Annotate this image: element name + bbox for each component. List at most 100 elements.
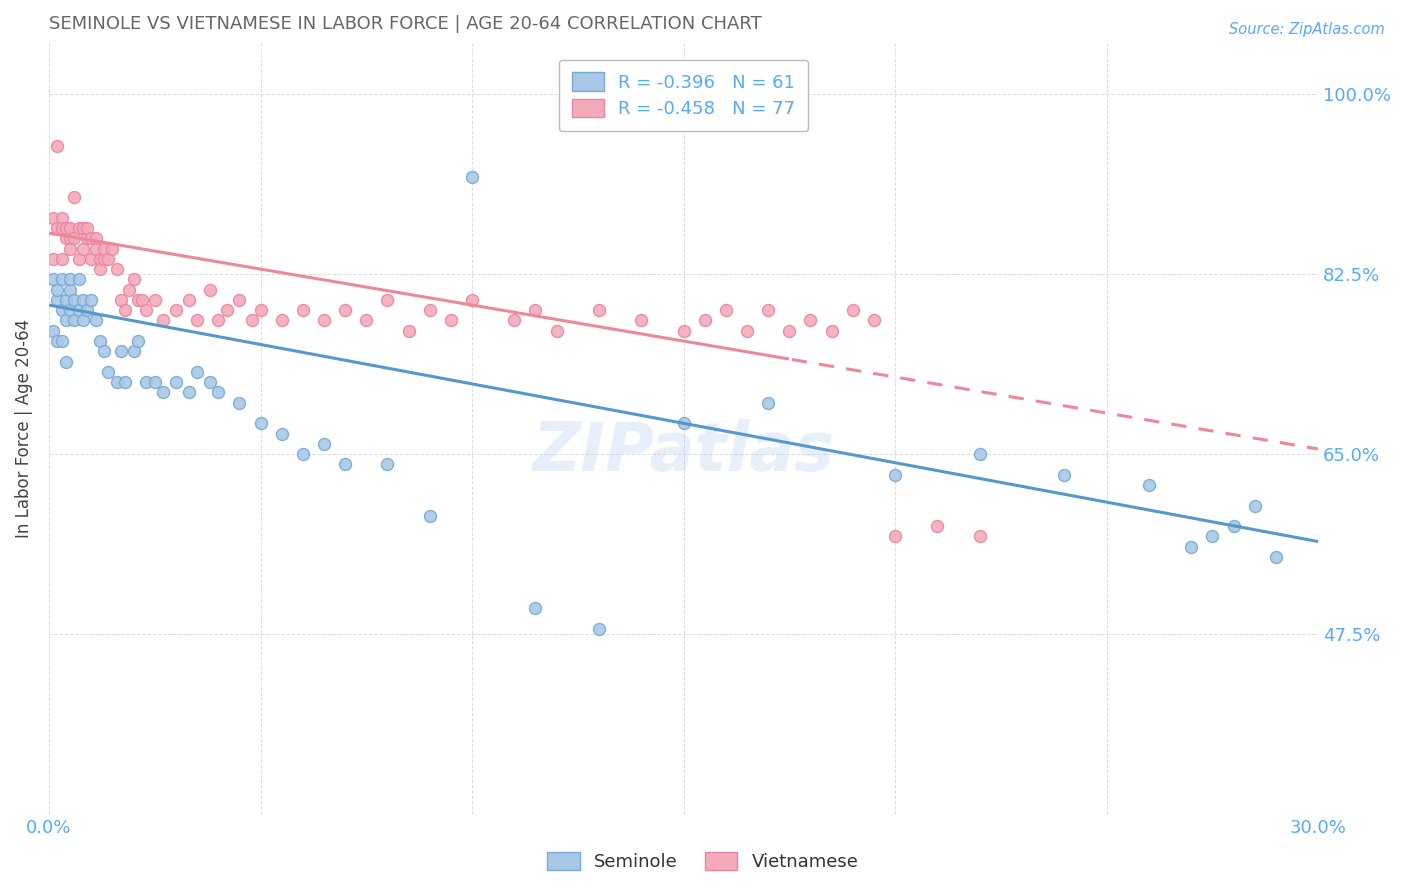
Point: [503, 313, 526, 327]
Point: [122, 272, 145, 286]
Point: [249, 417, 271, 431]
Point: [80, 293, 103, 307]
Point: [59, 283, 82, 297]
Point: [42, 324, 65, 338]
Legend: Seminole, Vietnamese: Seminole, Vietnamese: [540, 845, 866, 879]
Point: [105, 375, 128, 389]
Point: [198, 283, 221, 297]
Point: [270, 313, 292, 327]
Point: [419, 508, 441, 523]
Point: [135, 375, 157, 389]
Point: [59, 231, 82, 245]
Point: [93, 242, 115, 256]
Point: [51, 221, 73, 235]
Point: [93, 344, 115, 359]
Point: [1180, 540, 1202, 554]
Point: [630, 313, 652, 327]
Point: [714, 303, 737, 318]
Point: [377, 458, 399, 472]
Point: [110, 344, 132, 359]
Point: [97, 252, 120, 266]
Text: ZIPatlas: ZIPatlas: [533, 418, 835, 484]
Text: SEMINOLE VS VIETNAMESE IN LABOR FORCE | AGE 20-64 CORRELATION CHART: SEMINOLE VS VIETNAMESE IN LABOR FORCE | …: [49, 15, 762, 33]
Point: [398, 324, 420, 338]
Point: [291, 447, 314, 461]
Point: [59, 303, 82, 318]
Point: [165, 303, 187, 318]
Point: [67, 221, 90, 235]
Point: [46, 221, 69, 235]
Point: [76, 303, 98, 318]
Point: [89, 334, 111, 348]
Point: [46, 138, 69, 153]
Point: [72, 293, 94, 307]
Point: [55, 313, 77, 327]
Point: [198, 375, 221, 389]
Point: [1264, 549, 1286, 564]
Point: [1137, 478, 1160, 492]
Point: [312, 313, 335, 327]
Point: [143, 375, 166, 389]
Point: [72, 221, 94, 235]
Point: [114, 303, 136, 318]
Point: [46, 283, 69, 297]
Point: [63, 190, 86, 204]
Point: [89, 252, 111, 266]
Point: [59, 272, 82, 286]
Point: [51, 211, 73, 225]
Point: [377, 293, 399, 307]
Point: [249, 303, 271, 318]
Point: [270, 426, 292, 441]
Point: [59, 221, 82, 235]
Point: [105, 262, 128, 277]
Point: [59, 242, 82, 256]
Point: [93, 252, 115, 266]
Point: [1222, 519, 1244, 533]
Point: [101, 242, 124, 256]
Point: [67, 272, 90, 286]
Point: [312, 437, 335, 451]
Point: [143, 293, 166, 307]
Point: [440, 313, 463, 327]
Point: [884, 529, 907, 543]
Point: [51, 252, 73, 266]
Point: [884, 467, 907, 482]
Point: [55, 221, 77, 235]
Point: [778, 324, 800, 338]
Point: [84, 313, 107, 327]
Point: [152, 385, 174, 400]
Point: [110, 293, 132, 307]
Point: [84, 231, 107, 245]
Point: [135, 303, 157, 318]
Point: [693, 313, 716, 327]
Point: [51, 303, 73, 318]
Point: [240, 313, 263, 327]
Point: [546, 324, 568, 338]
Point: [356, 313, 378, 327]
Point: [127, 293, 149, 307]
Point: [177, 385, 200, 400]
Point: [461, 293, 484, 307]
Point: [228, 293, 250, 307]
Point: [51, 272, 73, 286]
Point: [1243, 499, 1265, 513]
Point: [63, 231, 86, 245]
Point: [63, 293, 86, 307]
Point: [46, 334, 69, 348]
Point: [842, 303, 865, 318]
Point: [84, 242, 107, 256]
Point: [76, 221, 98, 235]
Point: [588, 622, 610, 636]
Point: [215, 303, 238, 318]
Point: [122, 344, 145, 359]
Y-axis label: In Labor Force | Age 20-64: In Labor Force | Age 20-64: [15, 318, 32, 538]
Point: [820, 324, 842, 338]
Point: [72, 313, 94, 327]
Point: [165, 375, 187, 389]
Point: [672, 324, 695, 338]
Point: [46, 293, 69, 307]
Point: [51, 334, 73, 348]
Point: [42, 211, 65, 225]
Point: [186, 313, 208, 327]
Point: [72, 242, 94, 256]
